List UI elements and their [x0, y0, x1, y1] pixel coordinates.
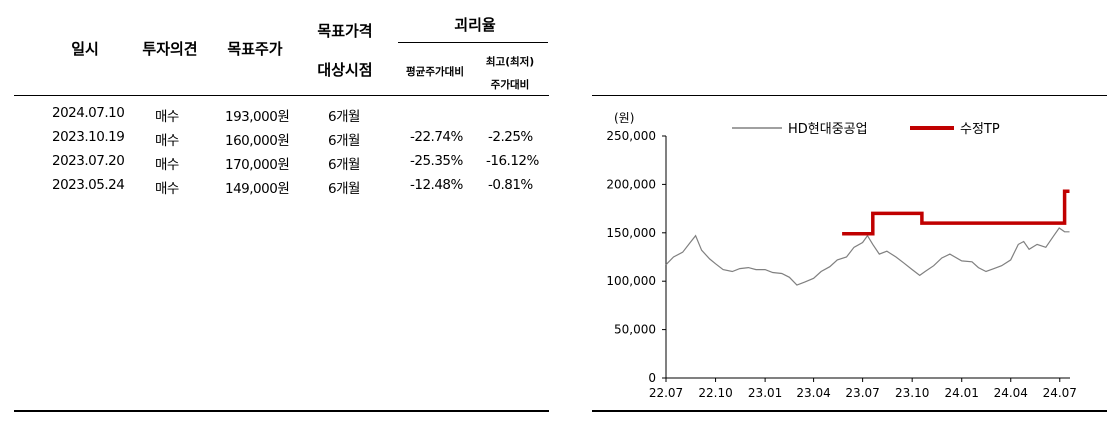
row-period: 6개월 [328, 157, 360, 173]
header-rule [14, 95, 549, 96]
y-unit-label: (원) [614, 111, 634, 125]
row-avg: -25.35% [410, 153, 463, 169]
y-tick-label: 50,000 [614, 323, 656, 337]
row-high: -0.81% [488, 177, 533, 193]
y-tick-label: 100,000 [606, 274, 656, 288]
row-period: 6개월 [328, 133, 360, 149]
row-avg: -22.74% [410, 129, 463, 145]
stock-price-line [665, 227, 1070, 286]
row-high: -2.25% [488, 129, 533, 145]
row-opinion: 매수 [155, 109, 179, 125]
header-high-price-2: 주가대비 [490, 79, 530, 91]
x-tick-label: 23.07 [845, 386, 879, 400]
row-date: 2023.05.24 [52, 177, 125, 193]
target-price-line [842, 189, 1070, 236]
row-period: 6개월 [328, 109, 360, 125]
row-date: 2023.07.20 [52, 153, 125, 169]
row-opinion: 매수 [155, 157, 179, 173]
y-tick-label: 0 [648, 371, 656, 385]
chart-bottom-rule [592, 410, 1107, 412]
x-tick-label: 24.01 [945, 386, 979, 400]
row-target: 170,000원 [225, 157, 290, 173]
x-tick-label: 24.04 [994, 386, 1028, 400]
y-tick-label: 250,000 [606, 129, 656, 143]
x-tick-label: 22.07 [649, 386, 683, 400]
chart-top-rule [592, 95, 1107, 96]
header-target-period-1: 목표가격 [317, 22, 373, 40]
legend-label: 수정TP [960, 122, 1000, 137]
header-avg-price: 평균주가대비 [406, 66, 464, 78]
y-tick-label: 200,000 [606, 177, 656, 191]
legend-label: HD현대중공업 [788, 122, 868, 137]
header-opinion: 투자의견 [142, 40, 198, 58]
row-target: 193,000원 [225, 109, 290, 125]
row-target: 160,000원 [225, 133, 290, 149]
header-target-period-2: 대상시점 [317, 61, 373, 79]
x-tick-label: 24.07 [1043, 386, 1077, 400]
row-avg: -12.48% [410, 177, 463, 193]
header-date: 일시 [71, 40, 99, 58]
y-tick-label: 150,000 [606, 226, 656, 240]
row-opinion: 매수 [155, 181, 179, 197]
row-opinion: 매수 [155, 133, 179, 149]
table-bottom-rule [14, 410, 549, 412]
row-period: 6개월 [328, 181, 360, 197]
target-price-table: 일시 투자의견 목표주가 목표가격 대상시점 괴리율 평균주가대비 최고(최저)… [0, 0, 555, 423]
x-tick-label: 23.04 [796, 386, 830, 400]
row-date: 2023.10.19 [52, 129, 125, 145]
header-high-price-1: 최고(최저) [485, 56, 535, 68]
chart-panel: (원) 0 50,000 100,000 150,000 200,000 250,000 22… [592, 0, 1118, 423]
row-date: 2024.07.10 [52, 105, 125, 121]
header-target-price: 목표주가 [227, 40, 283, 58]
price-chart: (원) 0 50,000 100,000 150,000 200,000 250,000 22… [606, 111, 1077, 400]
divergence-rule [398, 42, 548, 43]
row-target: 149,000원 [225, 181, 290, 197]
x-tick-label: 22.10 [698, 386, 732, 400]
row-high: -16.12% [486, 153, 539, 169]
x-tick-label: 23.10 [895, 386, 929, 400]
header-divergence: 괴리율 [454, 16, 496, 34]
x-tick-label: 23.01 [748, 386, 782, 400]
